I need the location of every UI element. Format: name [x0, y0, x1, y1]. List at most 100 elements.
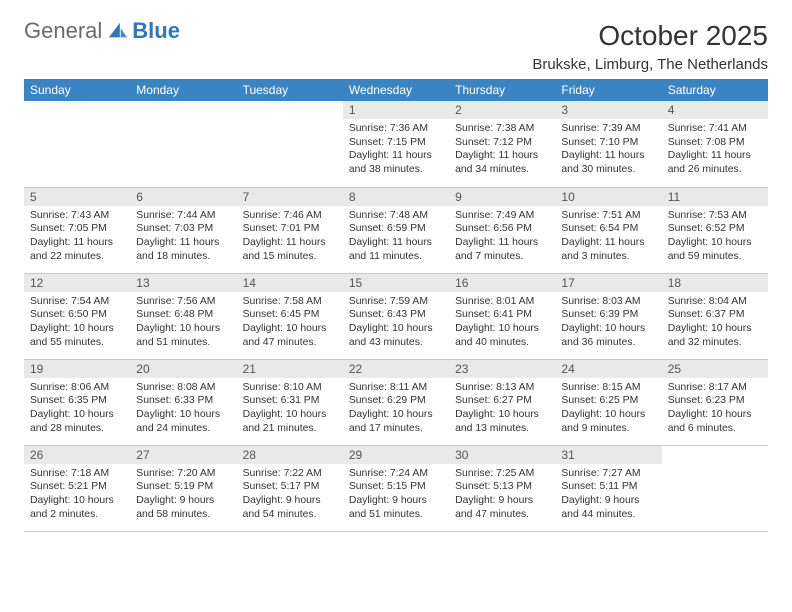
day-details: Sunrise: 7:58 AMSunset: 6:45 PMDaylight:… — [237, 292, 343, 354]
day-number: 25 — [662, 360, 768, 378]
day-number: 30 — [449, 446, 555, 464]
sunset-line: Sunset: 7:10 PM — [561, 136, 655, 150]
day-details: Sunrise: 7:49 AMSunset: 6:56 PMDaylight:… — [449, 206, 555, 268]
sunset-line: Sunset: 6:39 PM — [561, 308, 655, 322]
day-details: Sunrise: 7:56 AMSunset: 6:48 PMDaylight:… — [130, 292, 236, 354]
day-number: 31 — [555, 446, 661, 464]
sunset-line: Sunset: 7:08 PM — [668, 136, 762, 150]
sunrise-line: Sunrise: 7:22 AM — [243, 467, 337, 481]
sunset-line: Sunset: 6:48 PM — [136, 308, 230, 322]
day-details: Sunrise: 8:17 AMSunset: 6:23 PMDaylight:… — [662, 378, 768, 440]
calendar-cell: 13Sunrise: 7:56 AMSunset: 6:48 PMDayligh… — [130, 273, 236, 359]
day-details: Sunrise: 8:03 AMSunset: 6:39 PMDaylight:… — [555, 292, 661, 354]
calendar-cell: 10Sunrise: 7:51 AMSunset: 6:54 PMDayligh… — [555, 187, 661, 273]
day-number: 19 — [24, 360, 130, 378]
daylight-line: Daylight: 9 hours and 54 minutes. — [243, 494, 337, 521]
sunset-line: Sunset: 5:15 PM — [349, 480, 443, 494]
calendar-week-row: 12Sunrise: 7:54 AMSunset: 6:50 PMDayligh… — [24, 273, 768, 359]
day-number: 28 — [237, 446, 343, 464]
calendar-cell: 23Sunrise: 8:13 AMSunset: 6:27 PMDayligh… — [449, 359, 555, 445]
sunrise-line: Sunrise: 8:01 AM — [455, 295, 549, 309]
sunset-line: Sunset: 6:54 PM — [561, 222, 655, 236]
daylight-line: Daylight: 10 hours and 24 minutes. — [136, 408, 230, 435]
daylight-line: Daylight: 10 hours and 17 minutes. — [349, 408, 443, 435]
daylight-line: Daylight: 10 hours and 55 minutes. — [30, 322, 124, 349]
sunset-line: Sunset: 7:01 PM — [243, 222, 337, 236]
sunset-line: Sunset: 6:31 PM — [243, 394, 337, 408]
day-details: Sunrise: 7:18 AMSunset: 5:21 PMDaylight:… — [24, 464, 130, 526]
sunrise-line: Sunrise: 7:24 AM — [349, 467, 443, 481]
day-number: 14 — [237, 274, 343, 292]
sunrise-line: Sunrise: 7:56 AM — [136, 295, 230, 309]
location: Brukske, Limburg, The Netherlands — [532, 56, 768, 73]
day-details: Sunrise: 8:04 AMSunset: 6:37 PMDaylight:… — [662, 292, 768, 354]
day-number: 21 — [237, 360, 343, 378]
sunrise-line: Sunrise: 8:11 AM — [349, 381, 443, 395]
sunset-line: Sunset: 6:45 PM — [243, 308, 337, 322]
day-number: 10 — [555, 188, 661, 206]
sunset-line: Sunset: 6:29 PM — [349, 394, 443, 408]
day-number: 20 — [130, 360, 236, 378]
calendar-week-row: 19Sunrise: 8:06 AMSunset: 6:35 PMDayligh… — [24, 359, 768, 445]
calendar-cell: 4Sunrise: 7:41 AMSunset: 7:08 PMDaylight… — [662, 101, 768, 187]
sunset-line: Sunset: 6:59 PM — [349, 222, 443, 236]
sunset-line: Sunset: 6:37 PM — [668, 308, 762, 322]
calendar-cell: 27Sunrise: 7:20 AMSunset: 5:19 PMDayligh… — [130, 445, 236, 531]
daylight-line: Daylight: 11 hours and 30 minutes. — [561, 149, 655, 176]
day-number: 17 — [555, 274, 661, 292]
day-number: 24 — [555, 360, 661, 378]
sunset-line: Sunset: 6:41 PM — [455, 308, 549, 322]
calendar-cell — [237, 101, 343, 187]
sunrise-line: Sunrise: 8:13 AM — [455, 381, 549, 395]
sunset-line: Sunset: 6:33 PM — [136, 394, 230, 408]
sunrise-line: Sunrise: 7:46 AM — [243, 209, 337, 223]
sunrise-line: Sunrise: 7:38 AM — [455, 122, 549, 136]
day-number: 12 — [24, 274, 130, 292]
sunset-line: Sunset: 5:21 PM — [30, 480, 124, 494]
sunrise-line: Sunrise: 7:36 AM — [349, 122, 443, 136]
day-details: Sunrise: 7:43 AMSunset: 7:05 PMDaylight:… — [24, 206, 130, 268]
daylight-line: Daylight: 11 hours and 11 minutes. — [349, 236, 443, 263]
calendar-cell: 16Sunrise: 8:01 AMSunset: 6:41 PMDayligh… — [449, 273, 555, 359]
calendar-cell: 7Sunrise: 7:46 AMSunset: 7:01 PMDaylight… — [237, 187, 343, 273]
sunset-line: Sunset: 7:03 PM — [136, 222, 230, 236]
sunset-line: Sunset: 6:56 PM — [455, 222, 549, 236]
daylight-line: Daylight: 11 hours and 3 minutes. — [561, 236, 655, 263]
sunrise-line: Sunrise: 7:43 AM — [30, 209, 124, 223]
sunset-line: Sunset: 6:50 PM — [30, 308, 124, 322]
day-number: 8 — [343, 188, 449, 206]
calendar-cell: 9Sunrise: 7:49 AMSunset: 6:56 PMDaylight… — [449, 187, 555, 273]
day-number: 2 — [449, 101, 555, 119]
calendar-cell — [24, 101, 130, 187]
logo-word-blue: Blue — [132, 20, 180, 42]
daylight-line: Daylight: 11 hours and 7 minutes. — [455, 236, 549, 263]
daylight-line: Daylight: 10 hours and 43 minutes. — [349, 322, 443, 349]
daylight-line: Daylight: 10 hours and 32 minutes. — [668, 322, 762, 349]
sunset-line: Sunset: 7:12 PM — [455, 136, 549, 150]
sunrise-line: Sunrise: 8:08 AM — [136, 381, 230, 395]
day-number: 18 — [662, 274, 768, 292]
day-details: Sunrise: 7:44 AMSunset: 7:03 PMDaylight:… — [130, 206, 236, 268]
day-details: Sunrise: 8:11 AMSunset: 6:29 PMDaylight:… — [343, 378, 449, 440]
calendar-cell: 29Sunrise: 7:24 AMSunset: 5:15 PMDayligh… — [343, 445, 449, 531]
day-details: Sunrise: 7:36 AMSunset: 7:15 PMDaylight:… — [343, 119, 449, 181]
daylight-line: Daylight: 10 hours and 2 minutes. — [30, 494, 124, 521]
day-details: Sunrise: 7:41 AMSunset: 7:08 PMDaylight:… — [662, 119, 768, 181]
calendar-cell — [130, 101, 236, 187]
day-details: Sunrise: 8:15 AMSunset: 6:25 PMDaylight:… — [555, 378, 661, 440]
day-number: 4 — [662, 101, 768, 119]
daylight-line: Daylight: 11 hours and 34 minutes. — [455, 149, 549, 176]
day-details: Sunrise: 8:08 AMSunset: 6:33 PMDaylight:… — [130, 378, 236, 440]
logo: General Blue — [24, 20, 180, 42]
calendar-cell: 2 Sunrise: 7:38 AMSunset: 7:12 PMDaylight… — [449, 101, 555, 187]
sunset-line: Sunset: 5:19 PM — [136, 480, 230, 494]
day-number: 22 — [343, 360, 449, 378]
day-details: Sunrise: 7:59 AMSunset: 6:43 PMDaylight:… — [343, 292, 449, 354]
sunrise-line: Sunrise: 8:06 AM — [30, 381, 124, 395]
calendar-cell: 1Sunrise: 7:36 AMSunset: 7:15 PMDaylight… — [343, 101, 449, 187]
weekday-header: Friday — [555, 79, 661, 101]
day-details: Sunrise: 7:39 AMSunset: 7:10 PMDaylight:… — [555, 119, 661, 181]
sunrise-line: Sunrise: 8:15 AM — [561, 381, 655, 395]
sunset-line: Sunset: 5:11 PM — [561, 480, 655, 494]
calendar-cell: 15Sunrise: 7:59 AMSunset: 6:43 PMDayligh… — [343, 273, 449, 359]
